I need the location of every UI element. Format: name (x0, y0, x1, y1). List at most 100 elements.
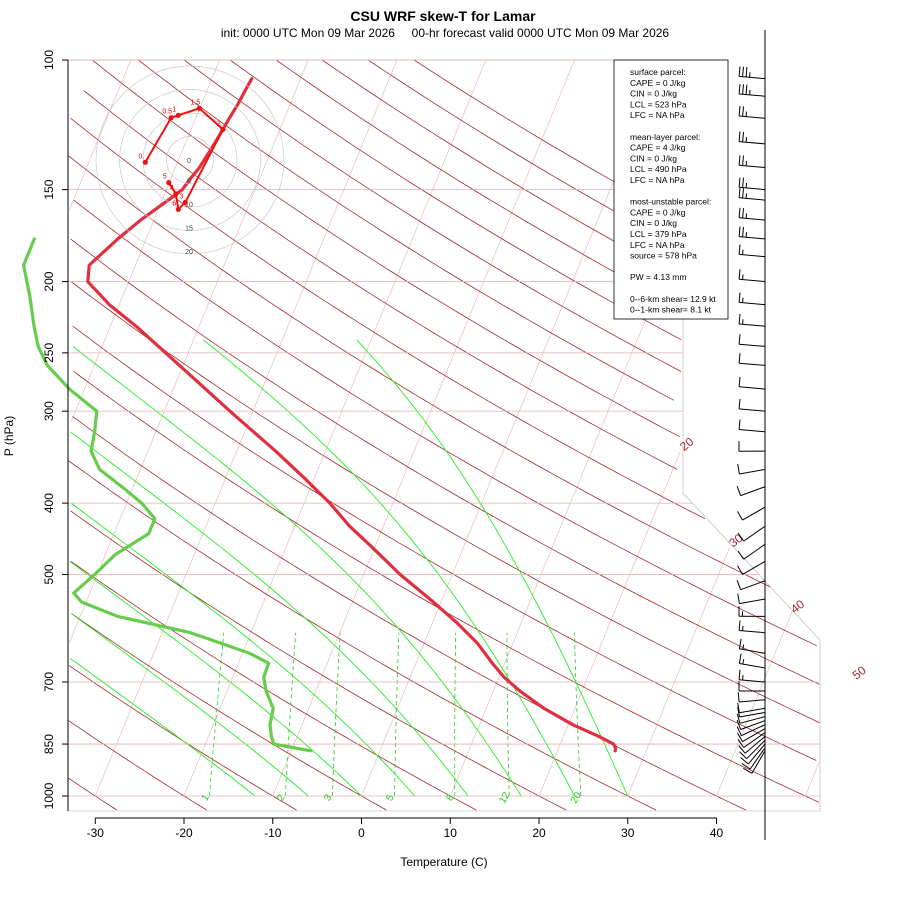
mixing-ratio-label: 12 (497, 790, 512, 806)
legend-line: LCL = 490 hPa (630, 164, 687, 174)
barb-shaft (739, 712, 765, 717)
x-tick-label: 30 (621, 826, 635, 840)
wind-barb (738, 561, 766, 574)
barb-flag (739, 314, 740, 324)
barb-flag (743, 188, 744, 198)
barb-flag (739, 334, 740, 344)
mixing-ratio-line (574, 633, 581, 796)
mixing-ratio-label: 2 (275, 792, 288, 803)
hodo-point (143, 160, 148, 165)
legend-line: 0--1-km shear= 8.1 kt (630, 305, 712, 315)
hodo-point-label: 1.5 (191, 99, 201, 106)
barb-flag (738, 464, 740, 474)
dry-adiabat-line (69, 721, 207, 810)
wind-barb (739, 106, 765, 118)
dry-adiabat-line (71, 282, 820, 723)
hodo-point-label: 0. (138, 153, 144, 160)
barb-shaft (739, 218, 765, 220)
chart-subtitle: init: 0000 UTC Mon 09 Mar 2026 00-hr for… (221, 26, 670, 40)
barb-shaft (739, 165, 765, 167)
moist-adiabat-line (71, 432, 469, 796)
barb-shaft (743, 507, 766, 520)
x-tick-label: 0 (358, 826, 365, 840)
barb-flag (743, 67, 744, 77)
barb-shaft (739, 302, 765, 304)
barb-flag (739, 292, 740, 302)
wind-barb (739, 621, 765, 633)
barb-flag (743, 84, 744, 94)
wind-barb (738, 692, 765, 702)
barb-flag (739, 654, 741, 664)
y-tick-label: 150 (42, 179, 56, 199)
hodo-point-label: 5 (163, 174, 167, 181)
barb-shaft (739, 387, 765, 389)
dry-adiabat-line (73, 326, 817, 760)
hodo-point (197, 106, 202, 111)
wind-barb (739, 334, 765, 346)
isotherm-line (805, 762, 819, 796)
chart-title: CSU WRF skew-T for Lamar (350, 8, 536, 24)
moist-adiabat-line (70, 658, 255, 796)
barb-flag (739, 66, 740, 76)
legend-line: PW = 4.13 mm (630, 272, 686, 282)
x-tick-label: 10 (444, 826, 458, 840)
wind-barb (739, 353, 765, 365)
dry-adiabat-line (74, 372, 819, 803)
wind-barb (739, 377, 765, 389)
legend-line: 0--6-km shear= 12.9 kt (630, 294, 716, 304)
barb-shaft (744, 544, 765, 559)
hodo-trace (145, 108, 223, 209)
wind-barb (739, 670, 765, 682)
mixing-ratio-line (210, 633, 224, 796)
wind-barb (737, 580, 765, 589)
hodo-ring-label: 15 (185, 226, 193, 233)
barb-shaft (741, 581, 765, 590)
barb-shaft (739, 363, 765, 365)
barb-flag (743, 227, 744, 237)
hodo-point-label: 4 (170, 185, 174, 192)
profile-lines (24, 79, 616, 751)
wind-barb (739, 314, 765, 326)
y-tick-label: 850 (42, 734, 56, 754)
wind-barb (739, 441, 765, 451)
barb-flag (739, 208, 740, 218)
hodo-point-label: 0.5 (162, 109, 172, 116)
x-tick-label: -20 (175, 826, 193, 840)
wind-barbs (737, 30, 765, 840)
barb-shaft (739, 430, 765, 432)
wind-barb (739, 654, 765, 668)
hodo-point (220, 127, 225, 132)
hodo-point (176, 207, 181, 212)
barb-flag (739, 227, 740, 237)
wind-barb (738, 594, 765, 604)
moist-adiabat-line (73, 346, 521, 796)
dry-adiabat-line (68, 460, 656, 810)
barb-shaft (739, 324, 765, 326)
barb-shaft (739, 469, 765, 474)
barb-flag (739, 188, 740, 198)
isotherm-line (95, 60, 397, 796)
barb-flag (739, 244, 740, 254)
barb-flag (743, 178, 744, 188)
hodo-point-label: 2 (217, 120, 221, 127)
legend-line: LCL = 379 hPa (630, 229, 687, 239)
hodo-ring-label: 0 (187, 158, 191, 165)
barb-flag (743, 208, 744, 218)
wind-barb (739, 155, 765, 167)
dewpoint-profile (24, 239, 311, 751)
legend-line: LCL = 523 hPa (630, 99, 687, 109)
wind-barb (739, 269, 765, 281)
wind-barb (738, 544, 765, 559)
barb-flag (746, 85, 747, 95)
barb-flag (739, 399, 740, 409)
wind-barb (739, 132, 765, 144)
wind-barb (738, 507, 766, 520)
barb-flag (743, 106, 744, 116)
wind-barb (739, 639, 765, 653)
barb-flag (738, 594, 740, 604)
wind-barb (738, 464, 765, 474)
legend-line: CIN = 0 J/kg (630, 153, 677, 163)
hodo-point-label: 3 (179, 193, 183, 200)
barb-shaft (739, 254, 765, 256)
